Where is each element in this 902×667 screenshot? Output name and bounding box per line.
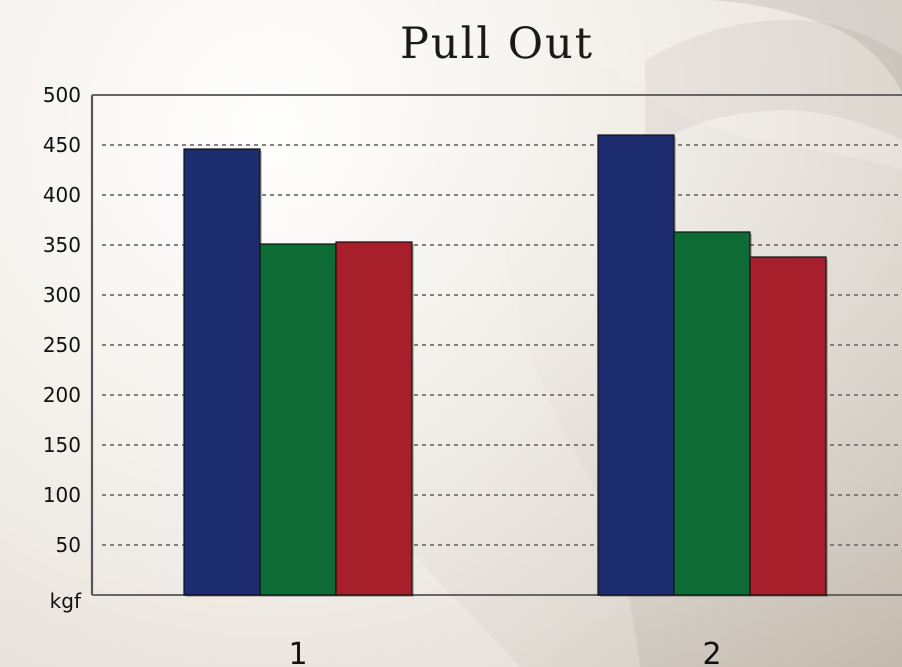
bar: [749, 256, 827, 596]
x-category-label: 1: [288, 637, 307, 667]
y-tick-label: 400: [43, 183, 81, 207]
y-tick-label: 50: [56, 533, 81, 557]
bar: [335, 241, 413, 596]
y-axis-unit-label: kgf: [50, 589, 82, 613]
bar: [183, 148, 261, 596]
y-tick-label: 300: [43, 283, 81, 307]
bar: [259, 243, 337, 596]
y-axis-ticks: kgf 50 100 150 200 250 300 350 400 450 500: [43, 83, 82, 613]
y-tick-label: 150: [43, 433, 81, 457]
y-tick-label: 350: [43, 233, 81, 257]
bar: [673, 231, 751, 596]
y-tick-label: 500: [43, 83, 81, 107]
bar: [597, 134, 675, 596]
y-tick-label: 200: [43, 383, 81, 407]
y-tick-label: 450: [43, 133, 81, 157]
y-tick-label: 250: [43, 333, 81, 357]
chart-title: Pull Out: [400, 19, 594, 69]
y-tick-label: 100: [43, 483, 81, 507]
x-category-label: 2: [702, 637, 721, 667]
bar-series: [183, 134, 828, 597]
